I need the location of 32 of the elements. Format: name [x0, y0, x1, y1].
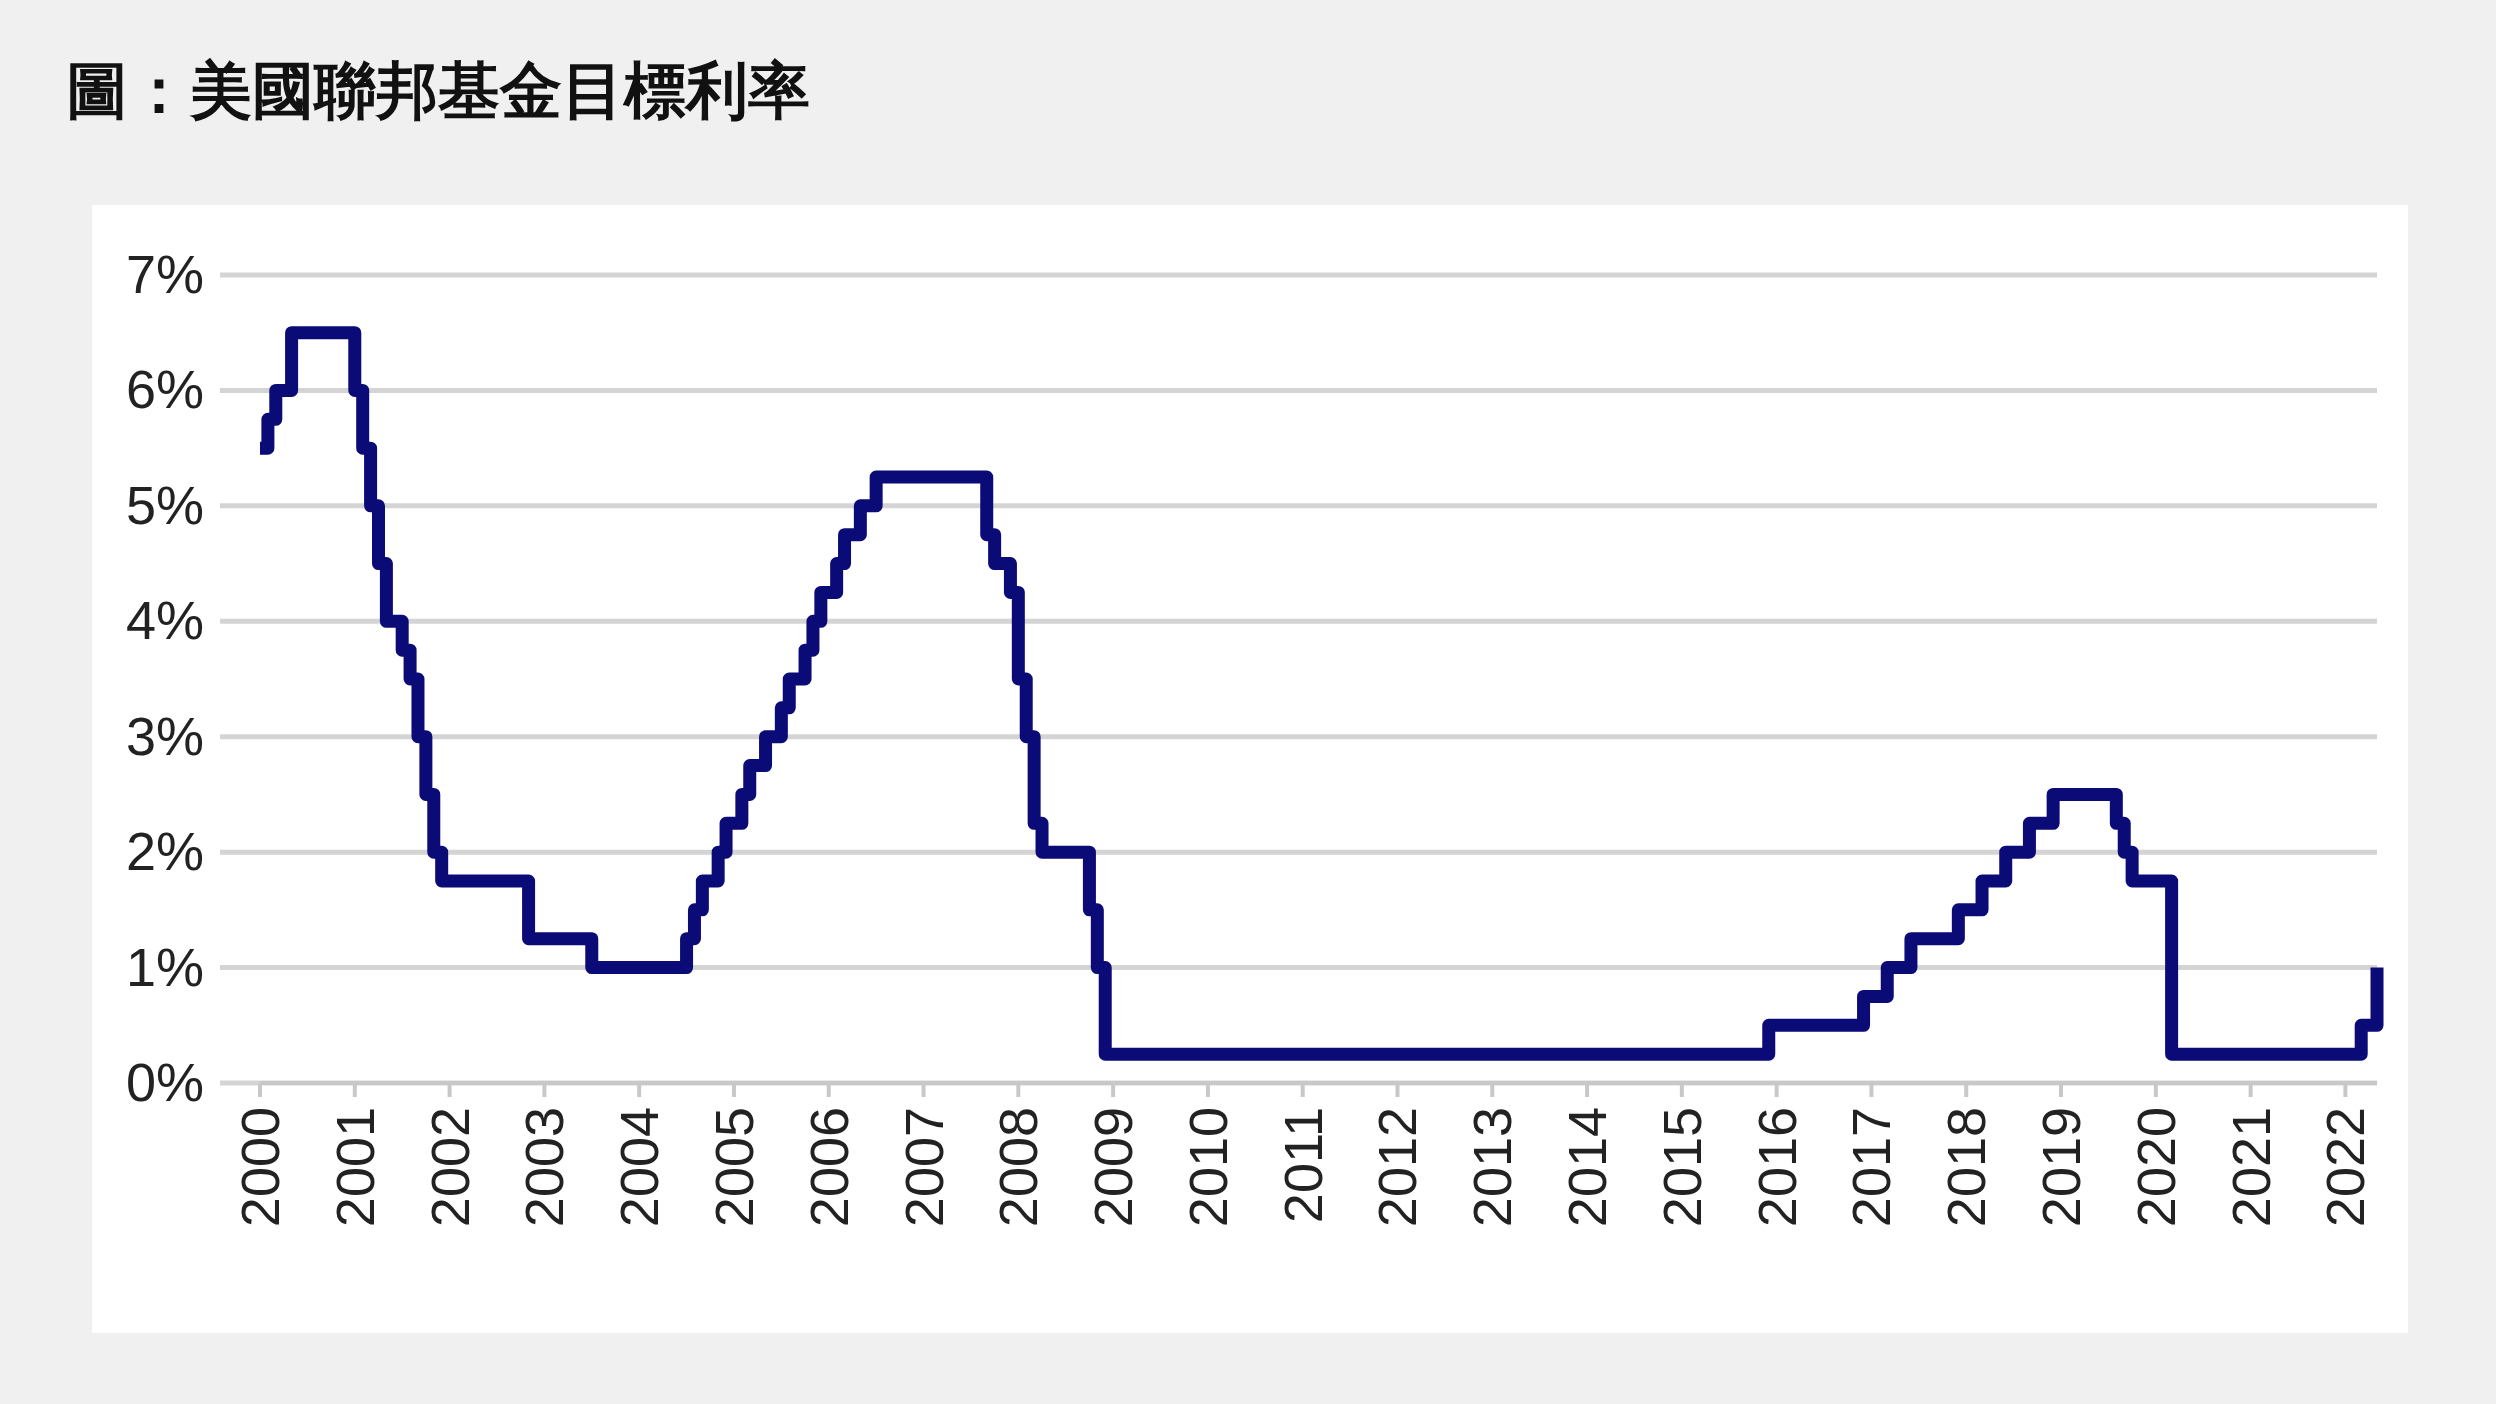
x-tick-label: 2016: [1746, 1107, 1807, 1228]
x-tick-label: 2004: [609, 1107, 670, 1228]
y-tick-label: 3%: [125, 705, 204, 766]
x-tick-label: 2008: [988, 1107, 1049, 1228]
y-tick-label: 7%: [125, 244, 204, 304]
x-tick-label: 2003: [514, 1107, 575, 1228]
x-tick-label: 2021: [2220, 1107, 2281, 1228]
y-tick-label: 4%: [125, 590, 204, 651]
y-tick-label: 1%: [125, 936, 204, 997]
x-tick-label: 2000: [230, 1107, 290, 1228]
x-tick-label: 2005: [703, 1107, 764, 1228]
x-tick-label: 2012: [1367, 1107, 1428, 1228]
x-tick-label: 2015: [1651, 1107, 1712, 1228]
y-tick-label: 5%: [125, 474, 204, 535]
x-tick-label: 2019: [2031, 1107, 2092, 1228]
x-tick-label: 2006: [798, 1107, 859, 1228]
x-tick-label: 2013: [1462, 1107, 1523, 1228]
y-tick-label: 2%: [125, 821, 204, 882]
x-tick-label: 2010: [1177, 1107, 1238, 1228]
x-tick-label: 2014: [1557, 1107, 1618, 1228]
chart-title: 圖：美國聯邦基金目標利率: [66, 56, 810, 125]
x-tick-label: 2011: [1272, 1107, 1333, 1224]
x-tick-label: 2007: [893, 1107, 954, 1228]
x-tick-label: 2017: [1841, 1107, 1902, 1228]
x-tick-label: 2020: [2125, 1107, 2186, 1228]
x-tick-label: 2018: [1936, 1107, 1997, 1228]
x-tick-label: 2002: [419, 1107, 480, 1228]
y-tick-label: 6%: [125, 359, 204, 420]
x-tick-label: 2001: [324, 1107, 385, 1228]
y-tick-label: 0%: [125, 1052, 204, 1112]
x-tick-label: 2009: [1083, 1107, 1144, 1228]
x-tick-label: 2022: [2315, 1107, 2376, 1228]
